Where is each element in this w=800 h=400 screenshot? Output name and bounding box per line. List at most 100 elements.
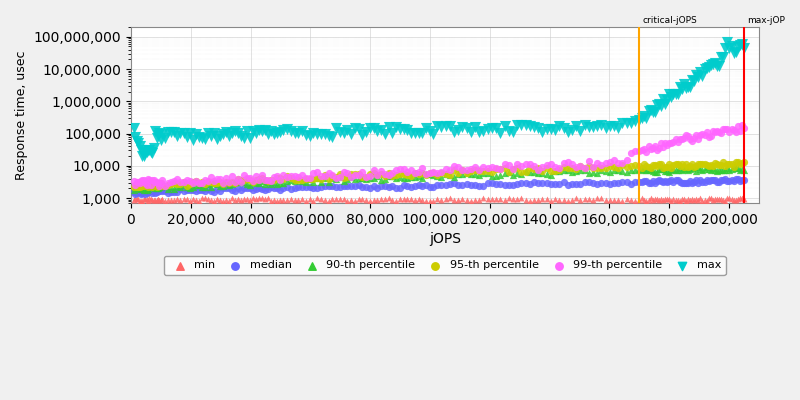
Point bbox=[638, 197, 650, 204]
Point bbox=[545, 126, 558, 132]
Point bbox=[616, 168, 629, 175]
Point bbox=[734, 195, 746, 202]
Point bbox=[735, 41, 748, 47]
Point bbox=[138, 176, 150, 183]
Point bbox=[738, 125, 750, 131]
Point bbox=[256, 172, 269, 178]
Point bbox=[149, 179, 162, 185]
Point bbox=[345, 183, 358, 190]
Point bbox=[244, 135, 257, 142]
Point bbox=[629, 179, 642, 186]
Point bbox=[574, 197, 586, 203]
Point bbox=[314, 131, 327, 137]
Point bbox=[405, 172, 418, 179]
Point bbox=[684, 136, 697, 142]
Point bbox=[439, 123, 452, 130]
Point bbox=[532, 166, 545, 173]
Point bbox=[698, 166, 711, 172]
Point bbox=[717, 126, 730, 132]
Point bbox=[498, 165, 511, 171]
Point bbox=[456, 171, 469, 177]
Point bbox=[229, 178, 242, 185]
Point bbox=[136, 183, 149, 190]
Point bbox=[625, 180, 638, 187]
Point bbox=[644, 107, 657, 113]
Point bbox=[226, 173, 238, 179]
Point bbox=[180, 196, 193, 202]
Point bbox=[222, 178, 235, 185]
Point bbox=[285, 175, 298, 181]
Point bbox=[147, 177, 160, 183]
Point bbox=[207, 180, 220, 187]
Point bbox=[186, 196, 199, 202]
Point bbox=[134, 197, 147, 204]
Point bbox=[658, 196, 671, 202]
Point bbox=[127, 178, 140, 184]
Point bbox=[274, 180, 287, 187]
Point bbox=[654, 196, 667, 202]
Point bbox=[168, 178, 181, 184]
Point bbox=[394, 196, 406, 202]
Point bbox=[165, 181, 178, 187]
Point bbox=[710, 167, 723, 174]
Point bbox=[334, 184, 346, 190]
Point bbox=[595, 162, 608, 168]
Point bbox=[423, 171, 436, 178]
Point bbox=[710, 63, 723, 70]
Point bbox=[136, 153, 149, 159]
Point bbox=[190, 131, 202, 137]
Point bbox=[174, 179, 187, 186]
Point bbox=[352, 171, 365, 177]
Point bbox=[356, 132, 369, 138]
Point bbox=[412, 196, 425, 203]
Point bbox=[150, 189, 163, 195]
Point bbox=[198, 177, 211, 184]
Point bbox=[704, 133, 717, 140]
Point bbox=[625, 120, 638, 126]
Point bbox=[314, 183, 327, 190]
Point bbox=[360, 128, 373, 135]
Point bbox=[217, 183, 230, 189]
Point bbox=[702, 133, 715, 140]
Point bbox=[352, 182, 365, 189]
Point bbox=[363, 125, 376, 131]
Point bbox=[620, 120, 633, 126]
Point bbox=[709, 129, 722, 136]
Point bbox=[582, 196, 595, 202]
Point bbox=[590, 123, 603, 130]
Point bbox=[234, 177, 247, 183]
Point bbox=[694, 132, 707, 138]
Point bbox=[465, 166, 478, 172]
Point bbox=[640, 149, 653, 155]
Point bbox=[285, 127, 298, 134]
Point bbox=[674, 83, 686, 90]
Point bbox=[202, 178, 214, 184]
Point bbox=[330, 174, 342, 180]
Point bbox=[574, 128, 586, 135]
Y-axis label: Response time, usec: Response time, usec bbox=[15, 50, 28, 180]
Point bbox=[460, 197, 473, 204]
Point bbox=[730, 176, 742, 182]
Point bbox=[648, 109, 661, 116]
Point bbox=[545, 172, 558, 178]
Text: max-jOP: max-jOP bbox=[747, 16, 785, 25]
Point bbox=[171, 183, 184, 189]
Point bbox=[519, 180, 532, 186]
Point bbox=[177, 188, 190, 194]
Point bbox=[562, 158, 574, 165]
Point bbox=[603, 180, 616, 187]
Point bbox=[241, 196, 254, 202]
Point bbox=[409, 174, 422, 180]
Point bbox=[698, 132, 711, 139]
Point bbox=[281, 173, 294, 180]
Point bbox=[690, 177, 702, 183]
Point bbox=[265, 181, 278, 188]
Point bbox=[665, 94, 678, 100]
Point bbox=[638, 161, 650, 168]
Point bbox=[608, 167, 621, 174]
Point bbox=[186, 184, 199, 190]
Point bbox=[222, 180, 235, 186]
Point bbox=[717, 197, 730, 204]
Point bbox=[177, 196, 190, 203]
Point bbox=[640, 178, 653, 184]
